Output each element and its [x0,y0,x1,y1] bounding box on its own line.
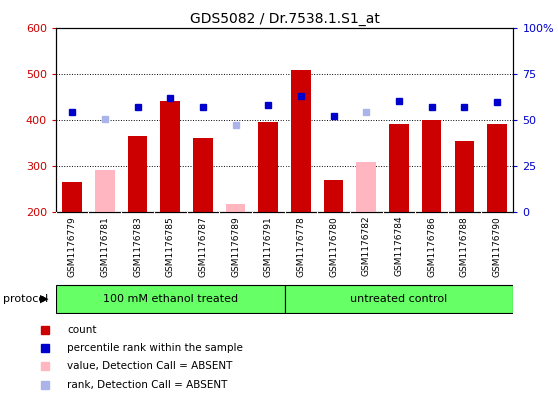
Text: rank, Detection Call = ABSENT: rank, Detection Call = ABSENT [67,380,227,390]
Bar [56,285,285,313]
Text: ▶: ▶ [40,294,49,304]
Bar [487,125,507,212]
Text: GSM1176787: GSM1176787 [199,216,208,277]
Bar [285,285,513,313]
Bar [95,170,114,212]
Bar [193,138,213,212]
Text: GSM1176786: GSM1176786 [427,216,436,277]
Bar [62,182,82,212]
Bar [422,120,441,212]
Bar [128,136,147,212]
Bar [324,180,343,212]
Text: GSM1176778: GSM1176778 [296,216,305,277]
Text: GSM1176779: GSM1176779 [68,216,76,277]
Text: count: count [67,325,97,335]
Text: GSM1176780: GSM1176780 [329,216,338,277]
Text: percentile rank within the sample: percentile rank within the sample [67,343,243,353]
Text: untreated control: untreated control [350,294,448,304]
Text: GSM1176781: GSM1176781 [100,216,109,277]
Text: 100 mM ethanol treated: 100 mM ethanol treated [103,294,238,304]
Bar [357,162,376,212]
Text: GSM1176783: GSM1176783 [133,216,142,277]
Text: GSM1176785: GSM1176785 [166,216,175,277]
Text: GSM1176790: GSM1176790 [493,216,502,277]
Bar [291,70,311,212]
Bar [389,125,409,212]
Bar [226,204,246,212]
Text: GSM1176791: GSM1176791 [264,216,273,277]
Bar [455,141,474,212]
Text: protocol: protocol [3,294,48,304]
Text: GSM1176784: GSM1176784 [395,216,403,276]
Bar [258,122,278,212]
Text: GSM1176788: GSM1176788 [460,216,469,277]
Title: GDS5082 / Dr.7538.1.S1_at: GDS5082 / Dr.7538.1.S1_at [190,13,379,26]
Text: value, Detection Call = ABSENT: value, Detection Call = ABSENT [67,361,232,371]
Bar [160,101,180,212]
Text: GSM1176789: GSM1176789 [231,216,240,277]
Text: GSM1176782: GSM1176782 [362,216,371,276]
